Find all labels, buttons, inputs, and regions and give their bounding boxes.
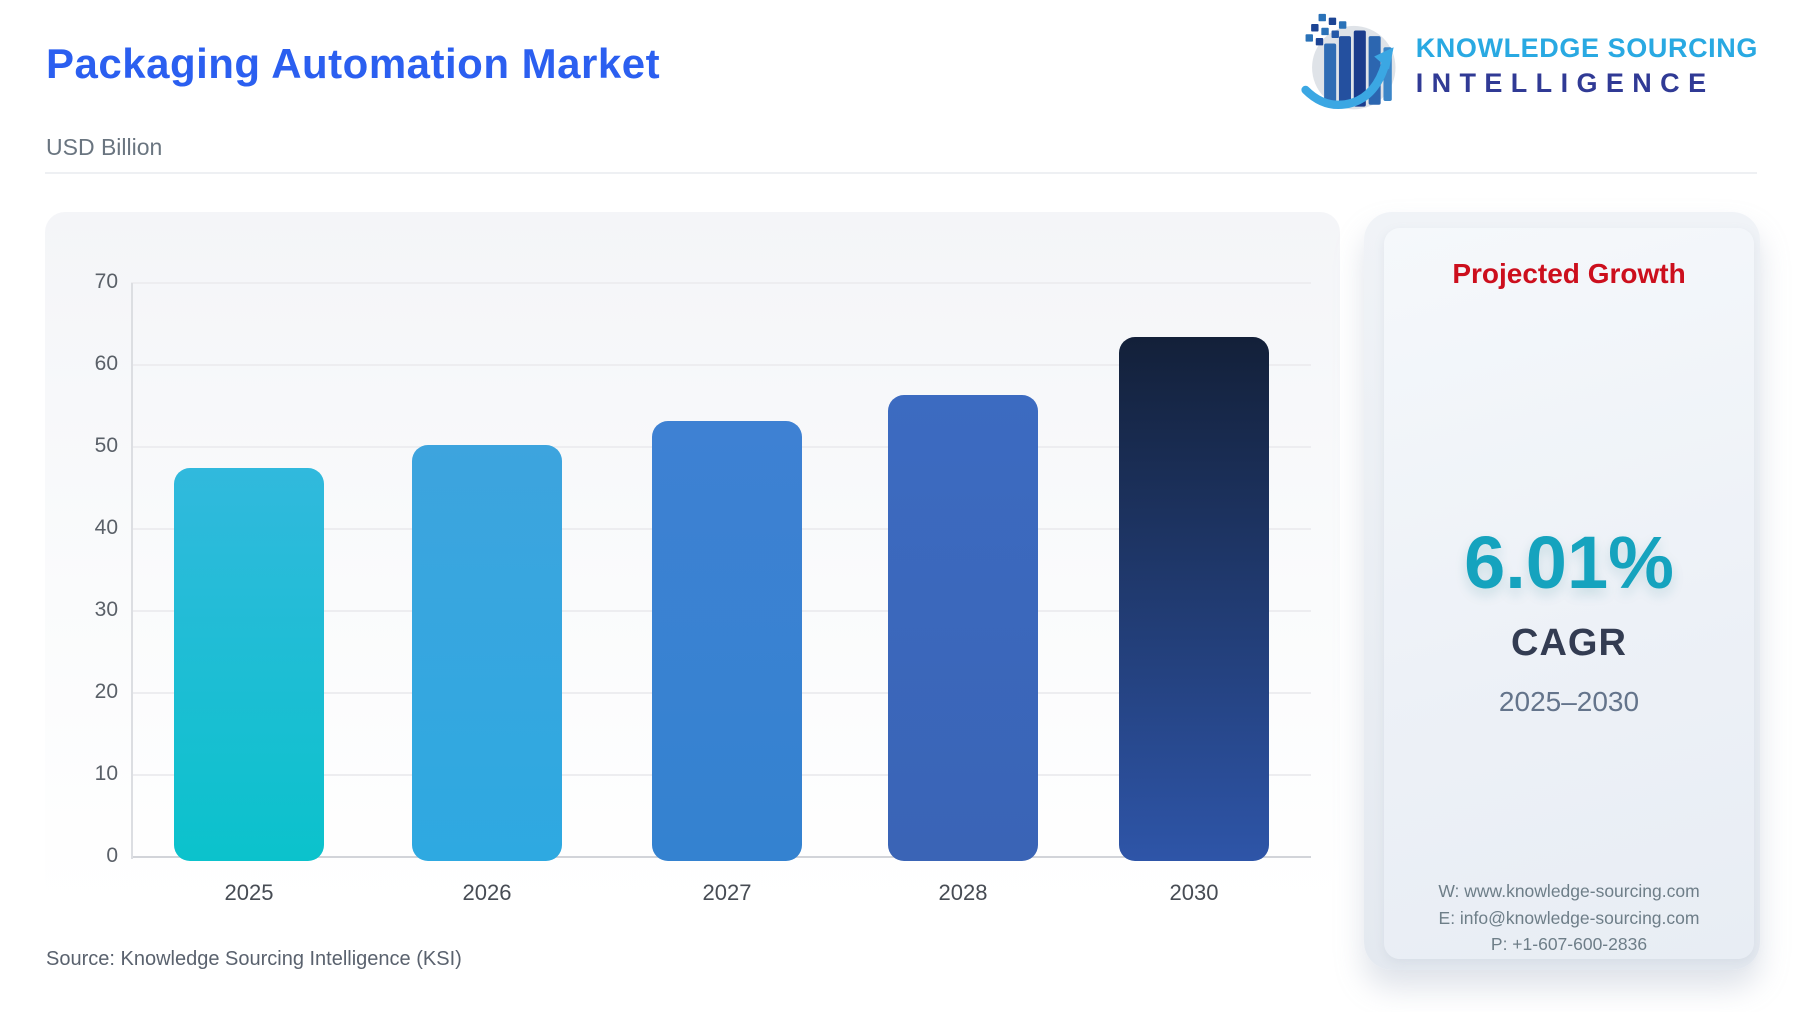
y-tick-label-0: 0 [106, 844, 118, 867]
bar-2027 [652, 420, 802, 861]
x-tick-label-2030: 2030 [1169, 880, 1219, 905]
cagr-label: CAGR [1511, 622, 1627, 664]
x-tick-label-2028: 2028 [938, 880, 988, 905]
logo-line1: KNOWLEDGE SOURCING [1415, 32, 1758, 63]
logo-bar-chart-globe-icon [1300, 12, 1402, 119]
bar-2026 [412, 445, 562, 861]
contact-phone: P: +1-607-600-2836 [1490, 934, 1648, 954]
y-tick-label-30: 30 [94, 598, 118, 621]
page-title: Packaging Automation Market [46, 40, 661, 87]
y-tick-label-40: 40 [94, 516, 118, 539]
grid-line-70 [131, 282, 1311, 284]
forecast-period: 2025–2030 [1498, 686, 1640, 717]
y-tick-label-60: 60 [94, 352, 118, 375]
bar-2030 [1119, 337, 1269, 861]
y-tick-label-10: 10 [94, 762, 118, 785]
y-tick-label-50: 50 [94, 434, 118, 457]
y-tick-label-70: 70 [94, 270, 118, 293]
contact-email: E: info@knowledge-sourcing.com [1438, 907, 1700, 928]
company-logo: KNOWLEDGE SOURCING INTELLIGENCE [1300, 12, 1758, 119]
contact-block: W: www.knowledge-sourcing.com E: info@kn… [1384, 878, 1754, 958]
source-note: Source: Knowledge Sourcing Intelligence … [46, 948, 462, 970]
y-axis-line [131, 283, 133, 859]
x-tick-label-2026: 2026 [462, 880, 512, 905]
growth-panel-title: Projected Growth [1452, 258, 1686, 289]
header-divider [45, 172, 1757, 174]
grid-line-60 [131, 364, 1311, 366]
growth-panel [1384, 228, 1754, 959]
bar-2025 [174, 468, 324, 861]
unit-label: USD Billion [46, 134, 163, 160]
cagr-value: 6.01% [1464, 521, 1674, 604]
x-tick-label-2027: 2027 [702, 880, 752, 905]
x-tick-label-2025: 2025 [224, 880, 274, 905]
bar-2028 [888, 394, 1038, 861]
contact-website: W: www.knowledge-sourcing.com [1438, 881, 1700, 901]
y-tick-label-20: 20 [94, 680, 118, 703]
logo-line2: INTELLIGENCE [1415, 67, 1715, 98]
logo-text: KNOWLEDGE SOURCING INTELLIGENCE [1416, 33, 1758, 99]
